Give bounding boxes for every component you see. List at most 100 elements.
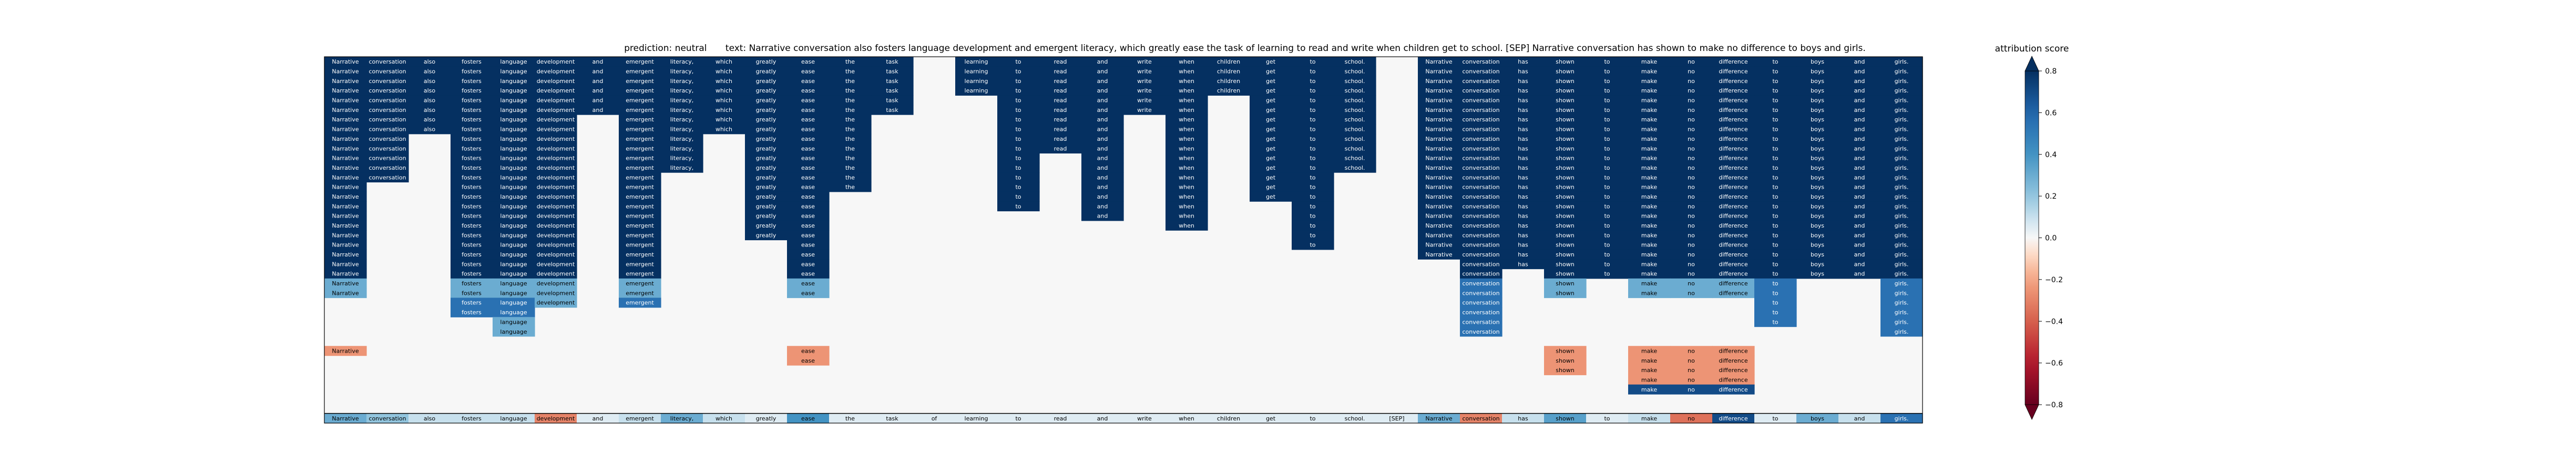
token-label: language xyxy=(500,184,527,191)
heatmap-cell xyxy=(1670,240,1713,250)
heatmap-cell xyxy=(1796,115,1839,125)
heatmap-cell xyxy=(1250,143,1292,154)
token-label: language xyxy=(500,136,527,142)
heatmap-cell xyxy=(366,66,409,77)
heatmap-cell xyxy=(619,95,661,106)
heatmap-cell xyxy=(619,288,661,299)
token-label: development xyxy=(537,68,575,75)
token-label: has xyxy=(1518,97,1528,104)
token-label: greatly xyxy=(756,203,776,210)
token-label: difference xyxy=(1719,184,1747,191)
token-label: conversation xyxy=(1462,271,1499,277)
prediction-value: neutral xyxy=(675,43,707,54)
heatmap-cell xyxy=(787,355,830,366)
token-label: boys xyxy=(1811,78,1824,85)
heatmap-cell xyxy=(1712,153,1755,163)
heatmap-cell xyxy=(1670,269,1713,279)
token-label: ease xyxy=(801,116,815,123)
heatmap-cell xyxy=(1628,182,1671,192)
heatmap-cell xyxy=(1670,249,1713,260)
token-label: Narrative xyxy=(1425,136,1452,142)
heatmap-cell xyxy=(493,278,535,289)
heatmap-cell xyxy=(1754,288,1797,299)
heatmap-cell xyxy=(535,201,577,212)
heatmap-cell xyxy=(1039,133,1082,144)
heatmap-cell xyxy=(1334,86,1376,96)
token-label: development xyxy=(537,174,575,181)
token-label: the xyxy=(845,87,855,94)
heatmap-cell xyxy=(997,57,1040,67)
token-label: difference xyxy=(1719,251,1747,258)
heatmap-cell xyxy=(324,115,367,125)
token-label: literacy, xyxy=(670,145,694,152)
heatmap-cell xyxy=(1670,124,1713,135)
token-label: fosters xyxy=(462,309,482,316)
token-label: to xyxy=(1604,203,1610,210)
token-label: emergent xyxy=(626,97,654,104)
heatmap-cell xyxy=(1376,413,1418,424)
token-label: ease xyxy=(801,136,815,142)
token-label: school. xyxy=(1345,68,1365,75)
heatmap-cell xyxy=(366,124,409,135)
token-label: development xyxy=(537,145,575,152)
token-label: to xyxy=(1772,58,1778,65)
token-label: language xyxy=(500,87,527,94)
heatmap-cell xyxy=(703,413,745,424)
heatmap-cell xyxy=(1418,162,1460,173)
heatmap-cell xyxy=(1754,66,1797,77)
token-label: Narrative xyxy=(1425,58,1452,65)
token-label: fosters xyxy=(462,155,482,162)
token-label: to xyxy=(1772,222,1778,229)
token-label: shown xyxy=(1556,290,1574,296)
token-label: and xyxy=(1854,232,1865,239)
heatmap-cell xyxy=(1502,413,1545,424)
heatmap-cell xyxy=(1838,182,1881,192)
token-label: development xyxy=(537,232,575,239)
token-label: school. xyxy=(1345,97,1365,104)
token-label: language xyxy=(500,107,527,114)
token-label: fosters xyxy=(462,97,482,104)
heatmap-cell xyxy=(1418,105,1460,115)
heatmap-cell xyxy=(1838,413,1881,424)
heatmap-cell xyxy=(577,105,619,115)
heatmap-cell xyxy=(1880,326,1923,337)
token-label: Narrative xyxy=(1425,164,1452,171)
attribution-heatmap: Narrative conversation also fosters language… xyxy=(324,56,1923,424)
heatmap-cell xyxy=(661,413,703,424)
heatmap-cell xyxy=(1880,57,1923,67)
heatmap-cell xyxy=(745,230,788,241)
token-label: ease xyxy=(801,203,815,210)
heatmap-cell xyxy=(493,240,535,250)
token-label: make xyxy=(1641,242,1657,249)
token-label: language xyxy=(500,78,527,85)
heatmap-cell xyxy=(1754,153,1797,163)
token-label: no xyxy=(1688,251,1695,258)
heatmap-cell xyxy=(451,86,493,96)
token-label: and xyxy=(1854,184,1865,191)
heatmap-cell xyxy=(1081,133,1124,144)
token-label: make xyxy=(1641,68,1657,75)
token-label: to xyxy=(1772,318,1778,325)
heatmap-cell xyxy=(1081,172,1124,183)
heatmap-cell xyxy=(366,172,409,183)
heatmap-cell xyxy=(1880,307,1923,317)
heatmap-cell xyxy=(619,278,661,289)
heatmap-cell xyxy=(1796,191,1839,202)
token-label: girls. xyxy=(1895,174,1909,181)
token-label: also xyxy=(424,97,436,104)
heatmap-cell xyxy=(787,172,830,183)
heatmap-cell xyxy=(1754,172,1797,183)
heatmap-cell xyxy=(1208,57,1250,67)
token-label: school. xyxy=(1345,107,1365,114)
heatmap-cell xyxy=(703,124,745,135)
token-label: development xyxy=(537,280,575,287)
token-label: shown xyxy=(1556,415,1574,422)
token-label: conversation xyxy=(1462,290,1499,296)
token-label: make xyxy=(1641,164,1657,171)
heatmap-cell xyxy=(1460,191,1502,202)
heatmap-cell xyxy=(745,115,788,125)
token-label: and xyxy=(1097,116,1108,123)
heatmap-cell xyxy=(1418,172,1460,183)
token-label: learning xyxy=(965,58,988,65)
token-label: when xyxy=(1179,203,1194,210)
